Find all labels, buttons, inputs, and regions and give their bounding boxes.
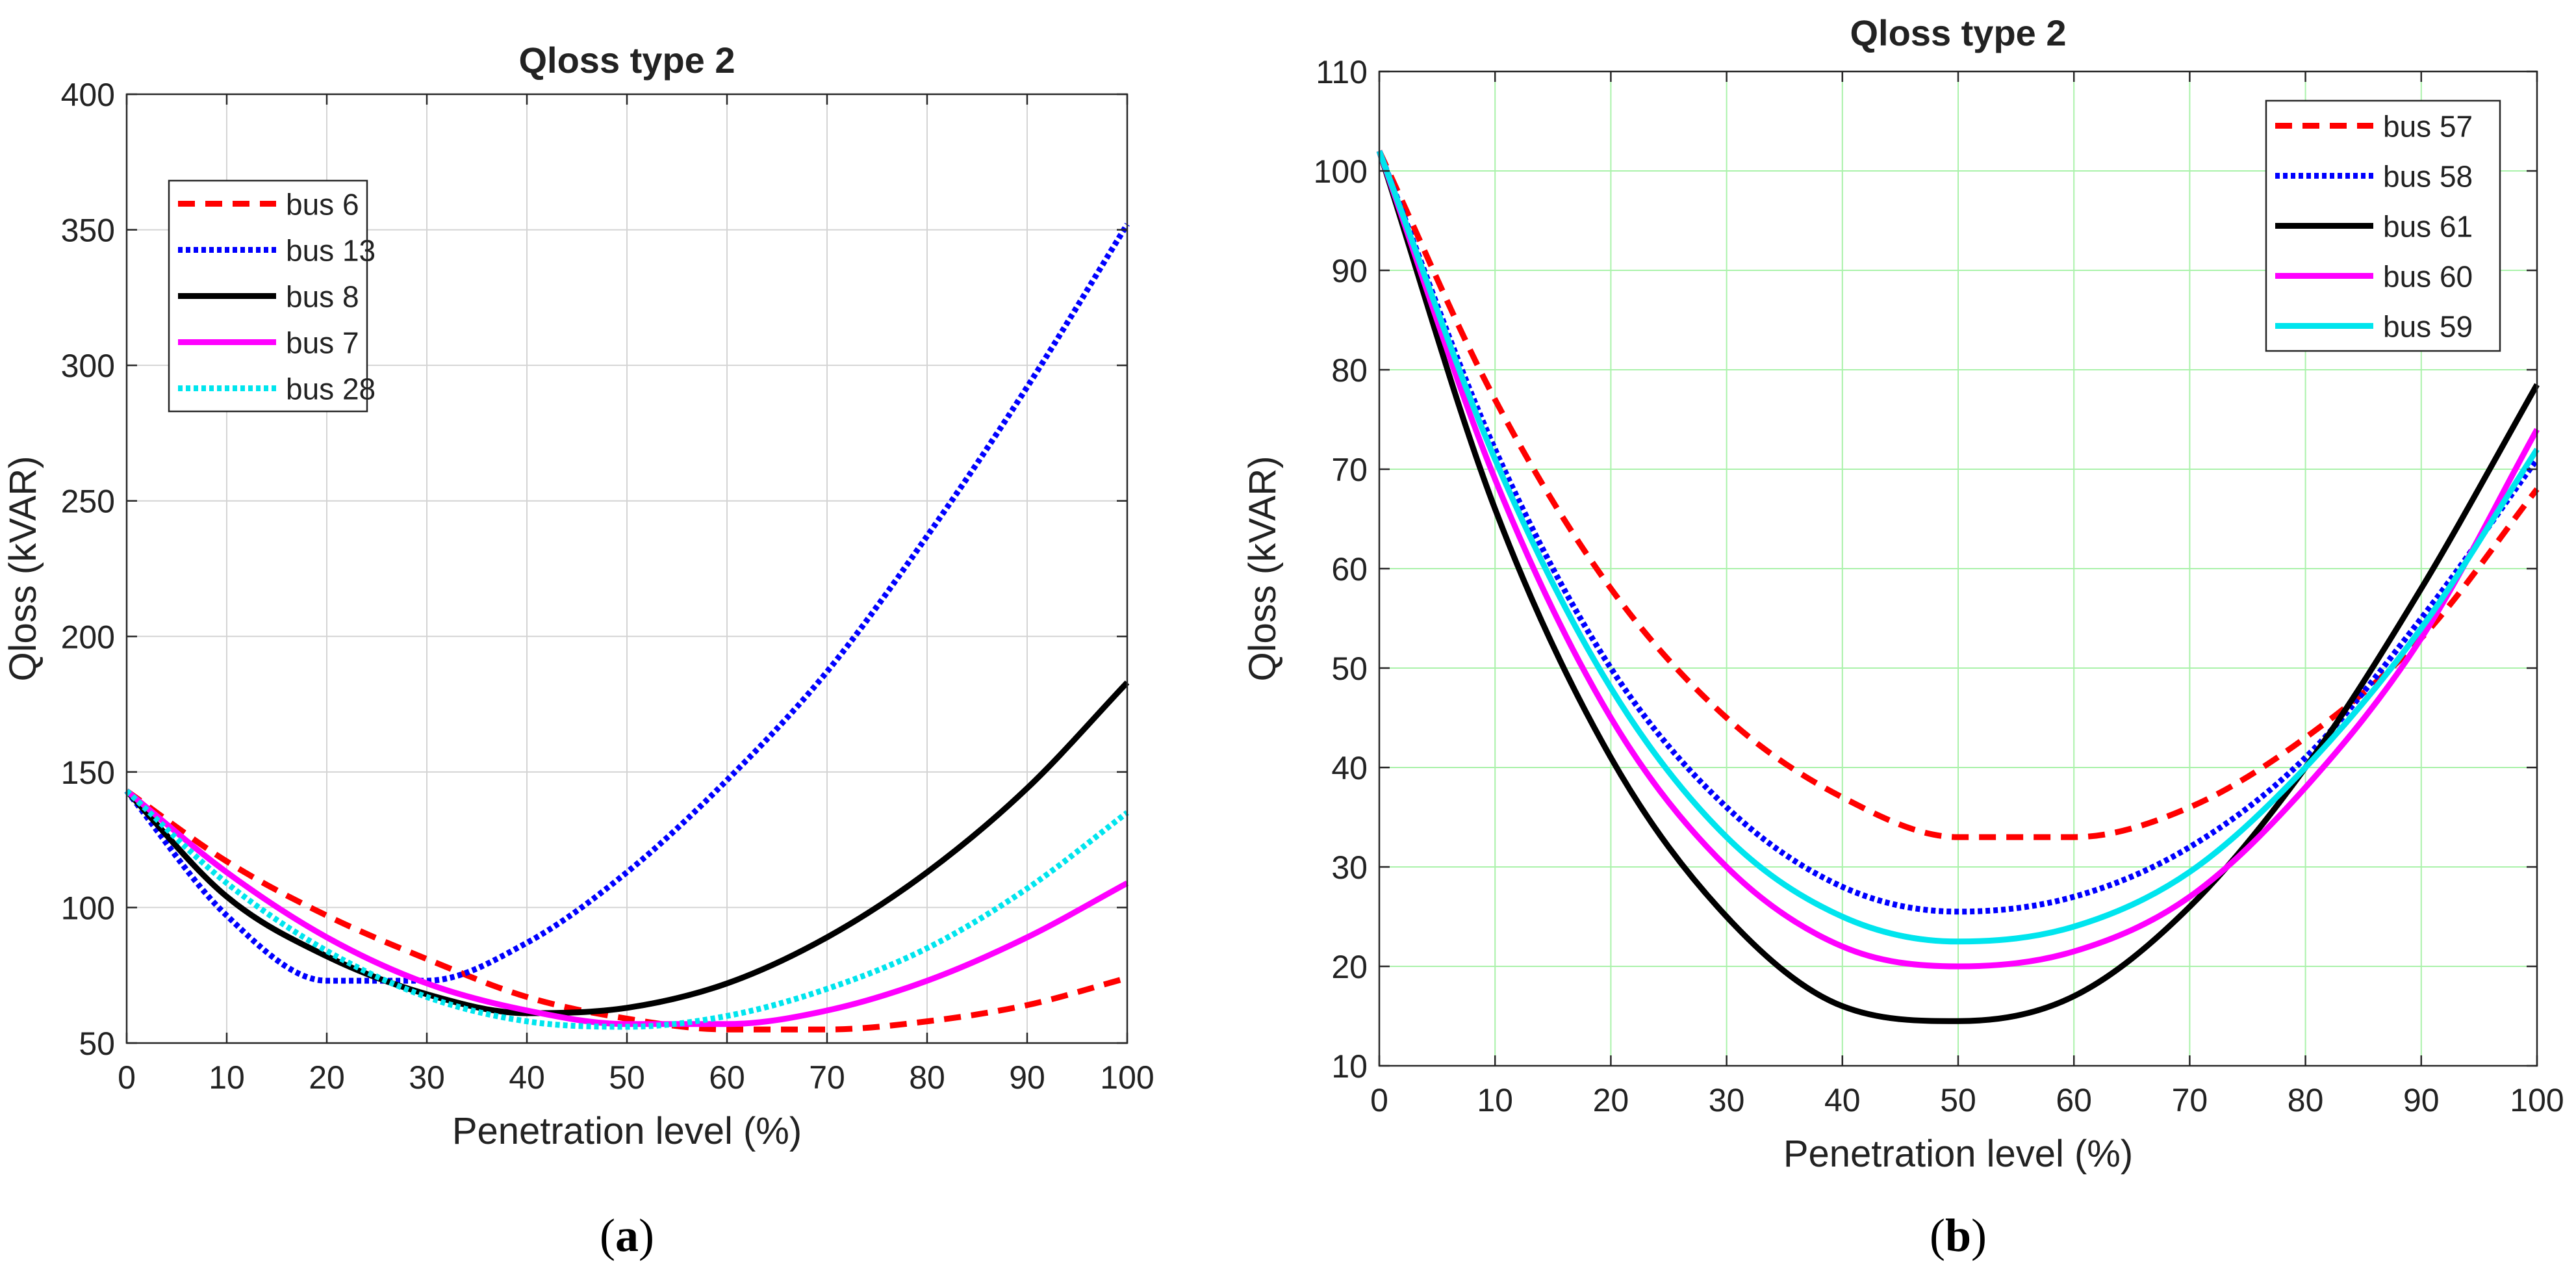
series-line-bus-8: [124, 680, 1130, 1016]
y-tick-label: 350: [61, 213, 115, 249]
y-tick-label: 300: [61, 348, 115, 384]
x-axis-label: Penetration level (%): [452, 1110, 802, 1152]
x-tick-label: 100: [2510, 1082, 2564, 1118]
panel-label: (a): [600, 1209, 654, 1261]
legend-label: bus 7: [286, 326, 359, 360]
panel-label-close: ): [1971, 1209, 1987, 1261]
x-tick-label: 90: [2403, 1082, 2440, 1118]
x-tick-label: 60: [709, 1059, 745, 1096]
x-tick-label: 20: [309, 1059, 345, 1096]
legend-label: bus 59: [2383, 310, 2473, 344]
y-tick-label: 50: [79, 1025, 115, 1062]
y-tick-label: 50: [1331, 651, 1368, 687]
series-line-bus-6: [125, 788, 1129, 1033]
y-tick-label: 150: [61, 755, 115, 791]
legend: bus 6 bus 13 bus 8 bus 7 bus 28: [168, 179, 376, 413]
x-tick-label: 40: [509, 1059, 545, 1096]
y-tick-label: 30: [1331, 849, 1368, 886]
x-tick-label: 90: [1009, 1059, 1045, 1096]
tick-labels: 0 10 20 30 40 50 60 70 80 90 100102030405060708090…: [1314, 54, 2564, 1118]
series-line-bus-59: [1376, 149, 2540, 945]
x-tick-label: 40: [1824, 1082, 1861, 1118]
x-tick-label: 50: [1940, 1082, 1976, 1118]
legend-item: bus 60: [2275, 260, 2473, 294]
x-tick-label: 50: [609, 1059, 645, 1096]
x-tick-label: 100: [1100, 1059, 1154, 1096]
y-tick-label: 60: [1331, 551, 1368, 587]
x-tick-label: 80: [909, 1059, 945, 1096]
series-group: [124, 222, 1130, 1033]
legend-item: bus 57: [2275, 110, 2473, 144]
legend-label: bus 58: [2383, 160, 2473, 194]
legend-label: bus 13: [286, 234, 376, 268]
y-tick-label: 100: [1314, 153, 1368, 190]
series-line-bus-7: [125, 788, 1129, 1027]
y-tick-label: 100: [61, 890, 115, 926]
x-tick-label: 0: [118, 1059, 136, 1096]
legend-item: bus 6: [178, 188, 359, 222]
legend-item: bus 13: [178, 234, 376, 268]
legend: bus 57 bus 58 bus 61 bus 60 bus 59: [2265, 99, 2501, 352]
x-tick-label: 30: [409, 1059, 445, 1096]
series-group: [1376, 149, 2540, 1024]
y-tick-label: 400: [61, 77, 115, 113]
legend-item: bus 59: [2275, 310, 2473, 344]
panel-label-letter: a: [615, 1209, 639, 1261]
legend-label: bus 60: [2383, 260, 2473, 294]
x-tick-label: 10: [209, 1059, 245, 1096]
legend-label: bus 8: [286, 280, 359, 314]
panel-label-letter: b: [1945, 1209, 1971, 1261]
x-tick-label: 70: [809, 1059, 845, 1096]
x-tick-label: 10: [1477, 1082, 1513, 1118]
x-tick-label: 80: [2288, 1082, 2324, 1118]
series-line-bus-58: [1376, 149, 2540, 915]
y-tick-label: 40: [1331, 750, 1368, 786]
panel-label-close: ): [639, 1209, 654, 1261]
legend-item: bus 8: [178, 280, 359, 314]
chart-title: Qloss type 2: [518, 40, 735, 81]
x-tick-label: 30: [1709, 1082, 1745, 1118]
legend-item: bus 28: [178, 372, 376, 406]
y-tick-label: 80: [1331, 352, 1368, 389]
y-tick-label: 90: [1331, 253, 1368, 289]
y-tick-label: 250: [61, 484, 115, 520]
x-tick-label: 70: [2172, 1082, 2208, 1118]
chart-title: Qloss type 2: [1850, 12, 2066, 53]
legend-item: bus 58: [2275, 160, 2473, 194]
chart-panel-a: 0 10 20 30 40 50 60 70 80 90 100 50 100 150 200 250 300 3…: [2, 40, 1154, 1261]
x-tick-label: 60: [2056, 1082, 2092, 1118]
panel-label-open: (: [1930, 1209, 1945, 1261]
legend-label: bus 57: [2383, 110, 2473, 144]
legend-label: bus 28: [286, 372, 376, 406]
y-axis-label: Qloss (kVAR): [2, 456, 44, 682]
series-line-bus-60: [1376, 149, 2540, 970]
y-tick-label: 10: [1331, 1048, 1368, 1085]
panel-label-open: (: [600, 1209, 615, 1261]
chart-panel-b: 0 10 20 30 40 50 60 70 80 90 100102030405060708090…: [1242, 12, 2564, 1261]
series-line-bus-28: [124, 788, 1129, 1030]
y-tick-label: 110: [1316, 54, 1368, 90]
tick-labels: 0 10 20 30 40 50 60 70 80 90 100 50 100 150 200 250 300 3…: [61, 77, 1154, 1096]
series-line-bus-13: [124, 222, 1130, 984]
series-line-bus-61: [1376, 150, 2540, 1024]
y-tick-label: 70: [1331, 452, 1368, 488]
legend-item: bus 61: [2275, 210, 2473, 244]
y-tick-label: 200: [61, 619, 115, 655]
legend-item: bus 7: [178, 326, 359, 360]
y-tick-label: 20: [1331, 949, 1368, 985]
legend-label: bus 6: [286, 188, 359, 222]
x-axis-label: Penetration level (%): [1783, 1133, 2133, 1175]
y-axis-label: Qloss (kVAR): [1242, 456, 1284, 682]
legend-label: bus 61: [2383, 210, 2473, 244]
panel-label: (b): [1930, 1209, 1987, 1261]
x-tick-label: 0: [1370, 1082, 1388, 1118]
x-tick-label: 20: [1593, 1082, 1629, 1118]
